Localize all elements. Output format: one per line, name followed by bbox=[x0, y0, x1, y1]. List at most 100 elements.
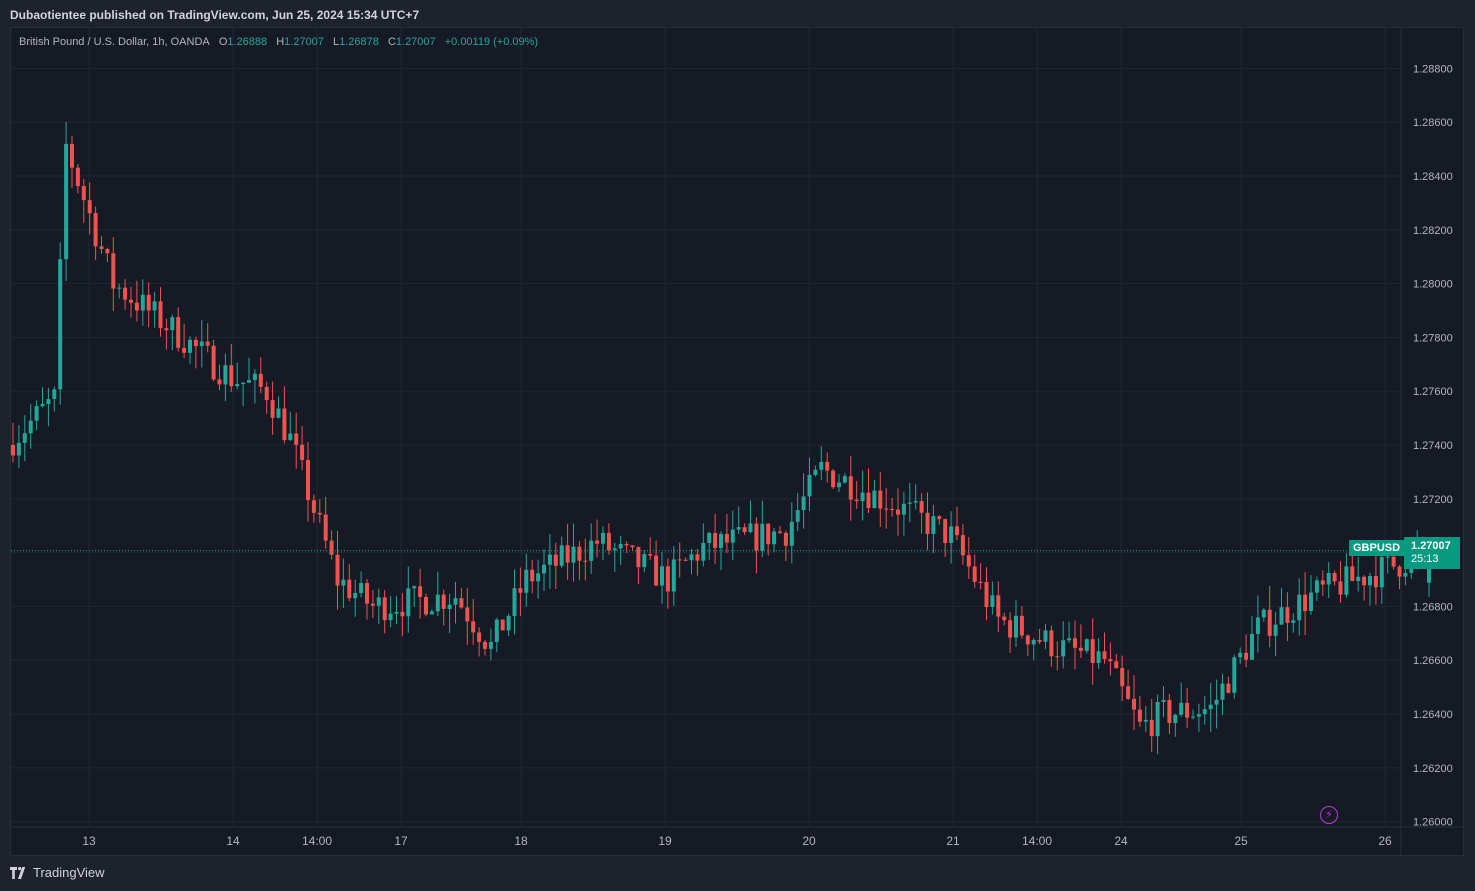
candle-body bbox=[258, 373, 263, 387]
lightning-icon[interactable]: ⚡ bbox=[1320, 806, 1338, 824]
candle-body bbox=[955, 526, 959, 536]
candle-body bbox=[429, 611, 434, 615]
candle-body bbox=[996, 595, 1001, 617]
candle-body bbox=[1214, 699, 1219, 705]
x-tick-label: 18 bbox=[514, 834, 528, 848]
candle-body bbox=[1208, 704, 1213, 710]
y-tick-label: 1.27200 bbox=[1413, 494, 1453, 506]
candle-body bbox=[288, 433, 293, 441]
candle-body bbox=[1303, 594, 1308, 612]
candle-body bbox=[1185, 702, 1190, 718]
candle-body bbox=[117, 287, 122, 289]
candle-body bbox=[317, 512, 322, 515]
y-tick-label: 1.26800 bbox=[1413, 601, 1453, 613]
candle-body bbox=[1132, 698, 1136, 710]
candle-body bbox=[459, 598, 464, 608]
x-tick-label: 13 bbox=[82, 834, 96, 848]
candle-body bbox=[671, 559, 676, 592]
candle-body bbox=[1126, 686, 1131, 699]
tradingview-logo[interactable]: TradingView bbox=[10, 865, 105, 880]
candle-body bbox=[707, 532, 712, 544]
candle-body bbox=[1368, 576, 1372, 586]
candle-body bbox=[677, 559, 682, 561]
candle-body bbox=[1338, 581, 1343, 595]
candle-body bbox=[28, 420, 33, 434]
candle-body bbox=[742, 527, 747, 533]
y-tick-label: 1.27800 bbox=[1413, 332, 1453, 344]
candle-body bbox=[884, 508, 889, 510]
candle-body bbox=[270, 400, 275, 418]
candle-body bbox=[359, 583, 364, 594]
candle-body bbox=[93, 213, 98, 247]
candle-body bbox=[46, 399, 51, 404]
candle-body bbox=[571, 546, 576, 563]
candle-body bbox=[783, 532, 788, 546]
candle-body bbox=[152, 301, 157, 311]
candle-body bbox=[1196, 714, 1201, 717]
candle-body bbox=[483, 641, 487, 649]
publish-text: Dubaotientee published on TradingView.co… bbox=[10, 8, 420, 22]
candle-body bbox=[1179, 702, 1184, 715]
candle-body bbox=[565, 545, 570, 563]
candle-body bbox=[1332, 573, 1337, 582]
candle-body bbox=[465, 607, 470, 622]
candle-body bbox=[1403, 572, 1408, 577]
candle-body bbox=[1232, 657, 1237, 693]
candle-body bbox=[453, 598, 458, 605]
y-tick-label: 1.27400 bbox=[1413, 440, 1453, 452]
candle-body bbox=[211, 345, 216, 380]
candle-body bbox=[878, 490, 883, 509]
bar-countdown: 25:13 bbox=[1411, 553, 1439, 565]
candle-body bbox=[760, 523, 765, 551]
candle-body bbox=[695, 554, 700, 561]
candle-body bbox=[276, 408, 281, 418]
candle-body bbox=[1255, 617, 1260, 634]
candle-body bbox=[406, 588, 411, 617]
candle-body bbox=[311, 500, 316, 513]
candle-body bbox=[1090, 639, 1095, 664]
candle-body bbox=[1084, 639, 1089, 651]
x-tick-label: 17 bbox=[394, 834, 408, 848]
candle-body bbox=[176, 317, 181, 348]
candle-body bbox=[719, 533, 723, 548]
candle-body bbox=[683, 559, 688, 561]
candle-body bbox=[40, 403, 45, 407]
chart-pane[interactable]: 1.28800 1.28600 1.28400 1.28200 1.28000 1.278… bbox=[10, 27, 1465, 857]
candle-body bbox=[837, 482, 841, 488]
candle-body bbox=[990, 595, 995, 607]
candle-body bbox=[553, 554, 558, 566]
candle-body bbox=[1344, 566, 1349, 595]
candle-body bbox=[960, 535, 965, 556]
candlestick-chart[interactable]: 1.28800 1.28600 1.28400 1.28200 1.28000 1.278… bbox=[11, 28, 1465, 857]
low-label: L bbox=[332, 36, 340, 48]
candle-body bbox=[978, 581, 983, 583]
close-value: 1.27007 bbox=[395, 36, 436, 48]
candle-body bbox=[819, 461, 824, 470]
candle-body bbox=[1120, 668, 1125, 687]
candle-body bbox=[701, 543, 706, 561]
candle-body bbox=[1078, 647, 1083, 651]
candle-body bbox=[547, 554, 552, 565]
y-tick-label: 1.26200 bbox=[1413, 763, 1453, 775]
candle-body bbox=[111, 253, 116, 289]
candle-body bbox=[235, 384, 240, 387]
candle-body bbox=[1350, 566, 1355, 581]
y-tick-label: 1.26600 bbox=[1413, 655, 1453, 667]
candle-body bbox=[589, 540, 594, 561]
candle-body bbox=[1385, 556, 1390, 558]
candle-body bbox=[22, 433, 27, 443]
candle-body bbox=[1391, 556, 1396, 567]
candle-body bbox=[931, 516, 936, 534]
candle-body bbox=[1161, 699, 1166, 702]
y-tick-label: 1.26000 bbox=[1413, 817, 1453, 829]
candle-body bbox=[660, 566, 664, 586]
candle-body bbox=[1273, 624, 1278, 636]
candle-body bbox=[1362, 576, 1367, 586]
candle-body bbox=[1025, 635, 1030, 645]
x-tick-label: 21 bbox=[946, 834, 960, 848]
candle-body bbox=[1008, 620, 1013, 638]
candle-body bbox=[123, 287, 128, 300]
x-tick-label: 20 bbox=[802, 834, 816, 848]
candle-body bbox=[1320, 580, 1325, 585]
candle-body bbox=[842, 476, 847, 483]
